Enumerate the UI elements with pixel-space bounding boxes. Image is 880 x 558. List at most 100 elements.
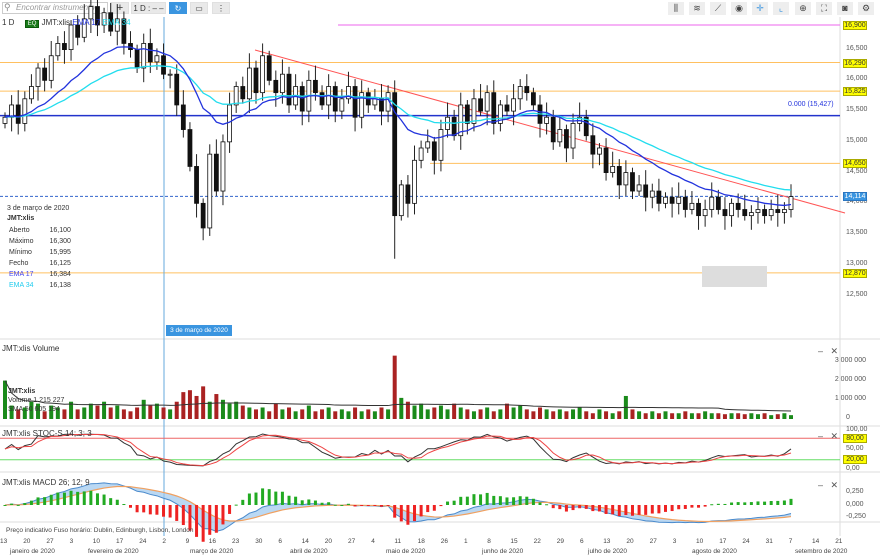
bar-chart-icon[interactable]: ⫼: [668, 2, 684, 15]
info-row: Máximo 16,300: [9, 237, 85, 246]
macd-histogram-bar: [399, 505, 403, 522]
volume-bar: [372, 411, 377, 419]
macd-histogram-bar: [148, 505, 152, 515]
crosshair-icon[interactable]: ✛: [752, 2, 768, 15]
volume-bar: [287, 407, 292, 419]
search-input[interactable]: Encontrar instrumento: [2, 2, 108, 14]
stoch-lo-tag: 20,00: [843, 455, 867, 464]
close-button[interactable]: ✕: [830, 480, 839, 490]
more-icon[interactable]: ⋮: [212, 2, 230, 14]
candle: [564, 124, 569, 163]
volume-bar: [471, 411, 476, 419]
candle: [531, 87, 536, 110]
candle: [95, 0, 100, 37]
date-tick: 17: [116, 538, 124, 545]
close-button[interactable]: ✕: [830, 431, 839, 441]
macd-histogram-bar: [333, 504, 337, 506]
macd-histogram-bar: [538, 502, 542, 505]
stoch-axis-label: 100,00: [846, 426, 868, 433]
date-tick: 26: [440, 538, 449, 545]
date-tick: 29: [556, 538, 565, 545]
candle: [715, 189, 721, 215]
draw-line-icon[interactable]: ⟋: [710, 2, 726, 15]
ema17-label[interactable]: EMA 17: [72, 18, 101, 27]
volume-bar: [538, 407, 543, 419]
candle: [471, 88, 477, 132]
candle: [9, 95, 15, 132]
macd-histogram-bar: [353, 505, 357, 507]
candle: [405, 175, 411, 218]
candle-body: [22, 98, 28, 124]
candle: [425, 129, 431, 153]
date-tick: 17: [719, 538, 727, 545]
candle: [326, 74, 332, 120]
macd-histogram-bar: [287, 495, 291, 505]
settings-icon[interactable]: ⚙: [858, 2, 874, 15]
minimize-button[interactable]: –: [818, 480, 824, 490]
macd-histogram-bar: [162, 505, 166, 517]
fullscreen-icon[interactable]: ⛶: [816, 2, 832, 15]
volume-bar: [498, 409, 503, 419]
candle-body: [656, 190, 662, 204]
candle-body: [101, 12, 107, 26]
camera-icon[interactable]: ◙: [837, 2, 853, 15]
macd-histogram-bar: [545, 504, 549, 506]
macd-histogram-bar: [320, 502, 324, 505]
macd-histogram-bar: [697, 505, 701, 508]
candle: [293, 74, 299, 110]
date-tick: 10: [92, 538, 101, 545]
candle: [577, 102, 583, 132]
add-button[interactable]: +: [111, 2, 129, 14]
macd-histogram-bar: [571, 505, 575, 511]
price-axis-label: 15,500: [846, 106, 868, 113]
close-button[interactable]: ✕: [830, 346, 839, 356]
volume-axis-label: 1 000 000: [834, 395, 866, 402]
candle: [2, 112, 8, 129]
volume-symbol: JMT:xlis: [8, 388, 36, 395]
macd-axis-label: 0,250: [846, 488, 864, 495]
layout-icon[interactable]: ▭: [190, 2, 208, 14]
ema34-label[interactable]: EMA 34: [102, 18, 131, 27]
candle: [220, 134, 226, 206]
volume-bar: [379, 407, 384, 419]
chart-legend: 1 D EQ JMT:xlis EMA 17 EMA 34: [2, 18, 131, 28]
macd-histogram-bar: [690, 505, 694, 508]
date-tick: 21: [835, 538, 843, 545]
interval-select[interactable]: 1 D : – –: [131, 2, 166, 14]
refresh-icon[interactable]: ↻: [169, 2, 187, 14]
candle: [603, 138, 609, 181]
minimize-button[interactable]: –: [818, 431, 824, 441]
eye-icon[interactable]: ◉: [731, 2, 747, 15]
macd-histogram-bar: [479, 494, 483, 505]
candle: [240, 76, 246, 104]
volume-bar: [676, 413, 681, 419]
macd-histogram-bar: [142, 505, 146, 513]
volume-bar: [703, 411, 708, 419]
candle: [458, 92, 464, 150]
macd-histogram-bar: [313, 500, 317, 505]
volume-bar: [511, 407, 516, 419]
macd-histogram-bar: [294, 496, 298, 505]
chart-type-icon[interactable]: ⌞: [773, 2, 789, 15]
date-tick: 27: [46, 538, 54, 545]
volume-bar: [36, 403, 41, 419]
candle: [696, 198, 701, 230]
info-value: 16,100: [49, 227, 71, 234]
minimize-button[interactable]: –: [818, 346, 824, 356]
candle-body: [246, 67, 252, 100]
candle-body: [696, 202, 701, 217]
candle: [682, 189, 688, 218]
volume-bar: [16, 409, 21, 419]
candle-body: [29, 86, 34, 100]
indicators-icon[interactable]: ≋: [689, 2, 705, 15]
macd-histogram-bar: [472, 494, 476, 505]
macd-histogram-bar: [736, 502, 740, 505]
zoom-icon[interactable]: ⊕: [795, 2, 811, 15]
macd-histogram-bar: [670, 505, 674, 512]
candle-body: [412, 159, 417, 204]
volume-bar: [571, 409, 576, 419]
macd-histogram-bar: [564, 505, 568, 512]
volume-bar: [491, 411, 496, 419]
volume-bar: [630, 409, 635, 419]
